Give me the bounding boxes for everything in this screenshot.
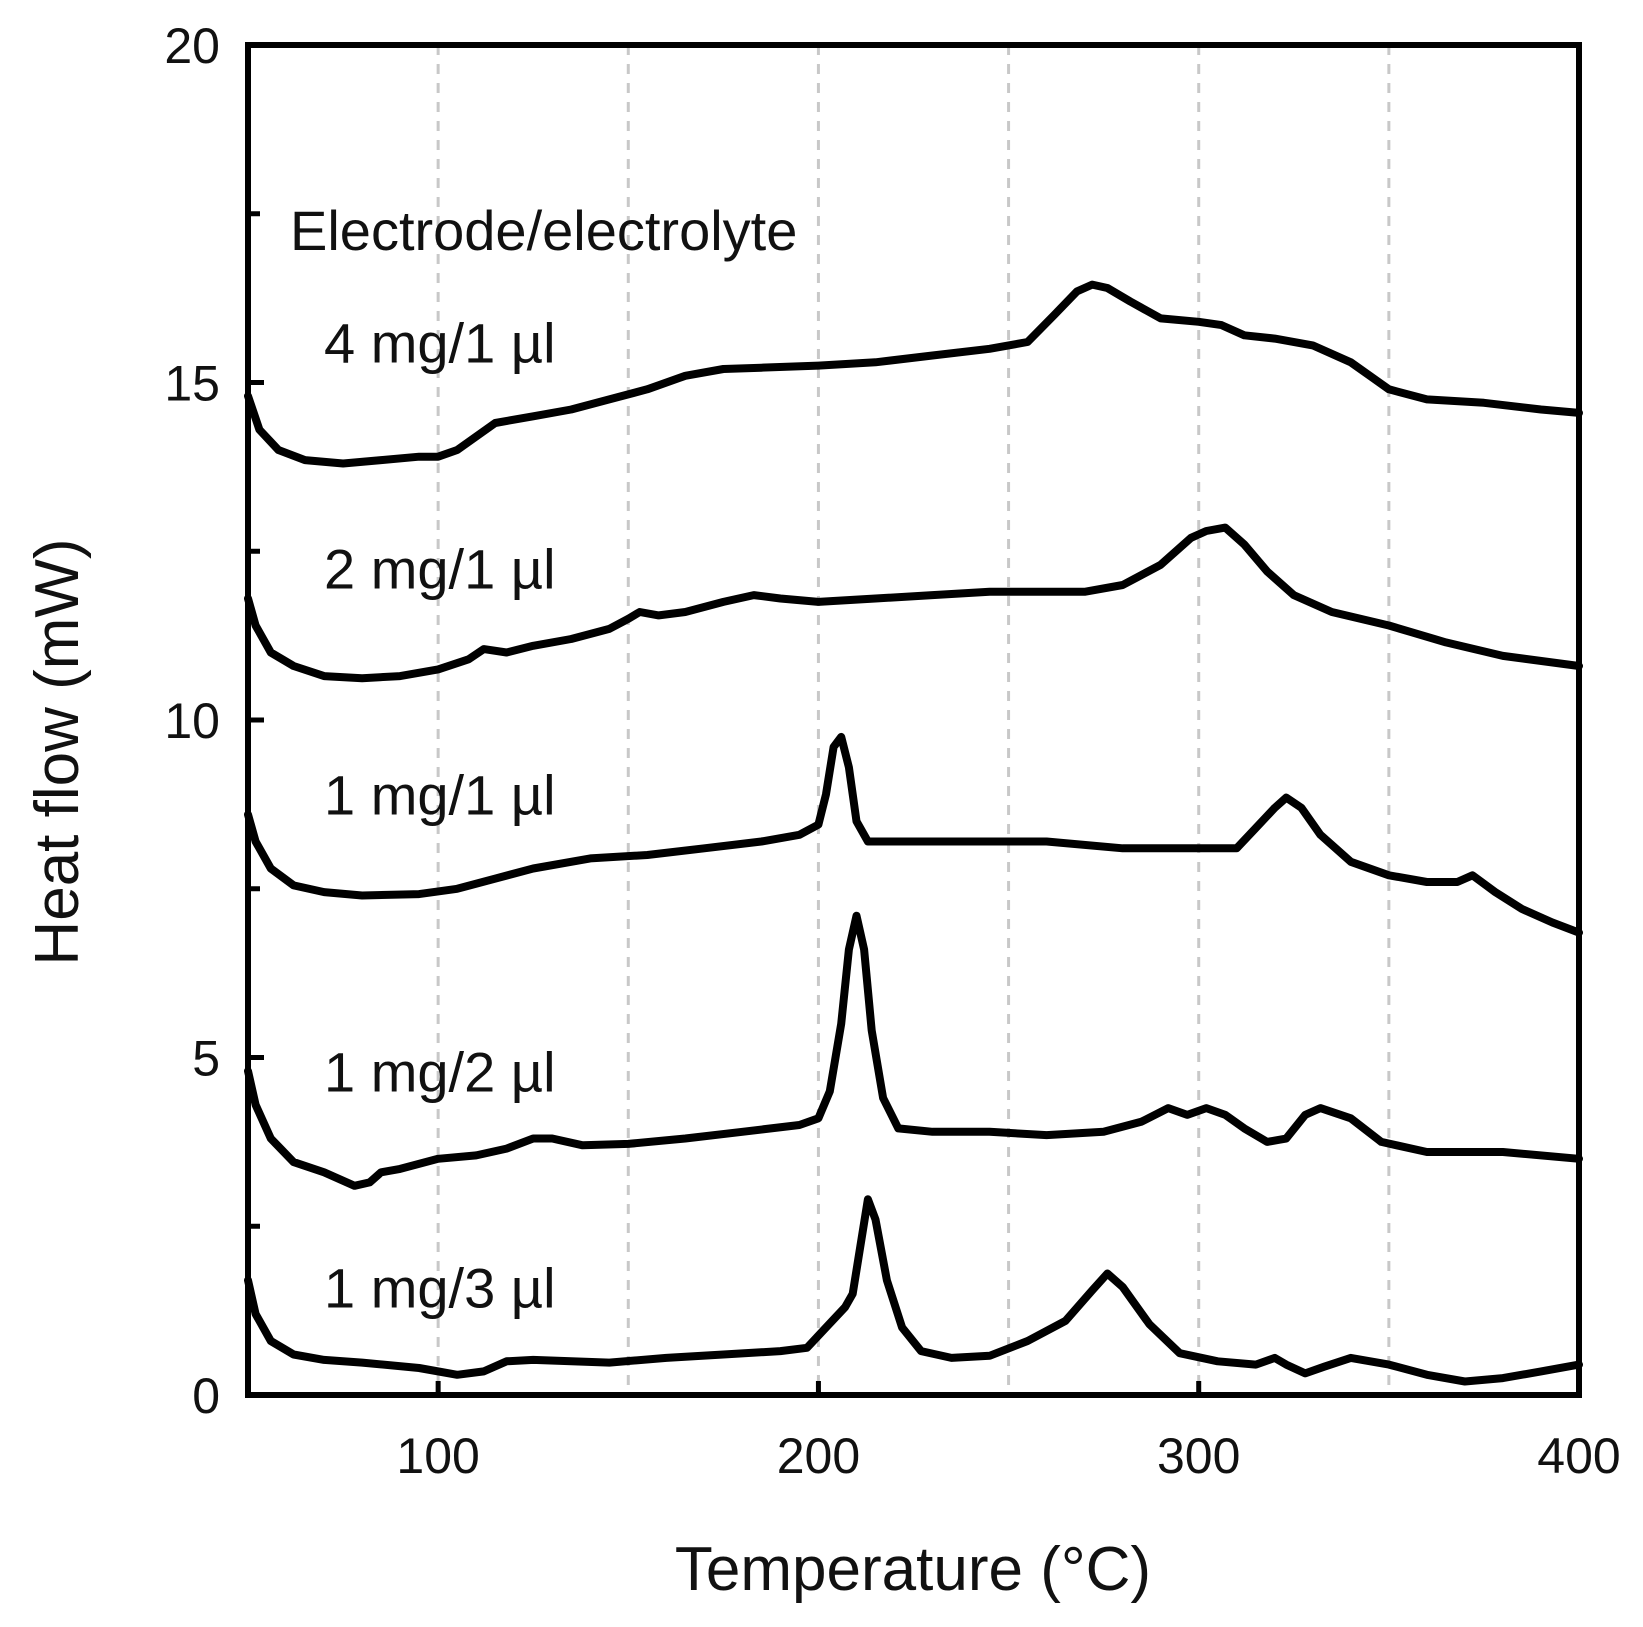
series-line-2 xyxy=(244,523,1583,683)
series-labels: 4 mg/1 µl 2 mg/1 µl 1 mg/1 µl 1 mg/2 µl 1 mg… xyxy=(324,311,555,1319)
series-label-4: 1 mg/2 µl xyxy=(324,1040,555,1103)
y-tick-label: 15 xyxy=(164,356,220,412)
series-line-5 xyxy=(244,1195,1583,1386)
y-tick-label: 5 xyxy=(192,1031,220,1087)
y-tick-label: 0 xyxy=(192,1368,220,1424)
y-tick-label: 10 xyxy=(164,693,220,749)
x-tick-label: 200 xyxy=(777,1428,860,1484)
series-line-4 xyxy=(244,911,1583,1190)
series-label-3: 1 mg/1 µl xyxy=(324,764,555,827)
axis-ticks: 100 200 300 400 0 5 10 15 20 xyxy=(164,18,1620,1484)
series-label-1: 4 mg/1 µl xyxy=(324,311,555,374)
grid-lines xyxy=(436,45,1391,1395)
series-label-5: 1 mg/3 µl xyxy=(324,1256,555,1319)
series-lines xyxy=(244,280,1583,1386)
series-line-1 xyxy=(244,280,1583,468)
y-tick-label: 20 xyxy=(164,18,220,74)
series-line-3 xyxy=(244,732,1583,937)
x-tick-label: 100 xyxy=(396,1428,479,1484)
x-tick-label: 400 xyxy=(1537,1428,1620,1484)
x-tick-label: 300 xyxy=(1157,1428,1240,1484)
annotation-title: Electrode/electrolyte xyxy=(290,199,797,262)
y-axis-title: Heat flow (mW) xyxy=(23,538,92,965)
series-label-2: 2 mg/1 µl xyxy=(324,537,555,600)
x-axis-title: Temperature (°C) xyxy=(675,1535,1151,1604)
